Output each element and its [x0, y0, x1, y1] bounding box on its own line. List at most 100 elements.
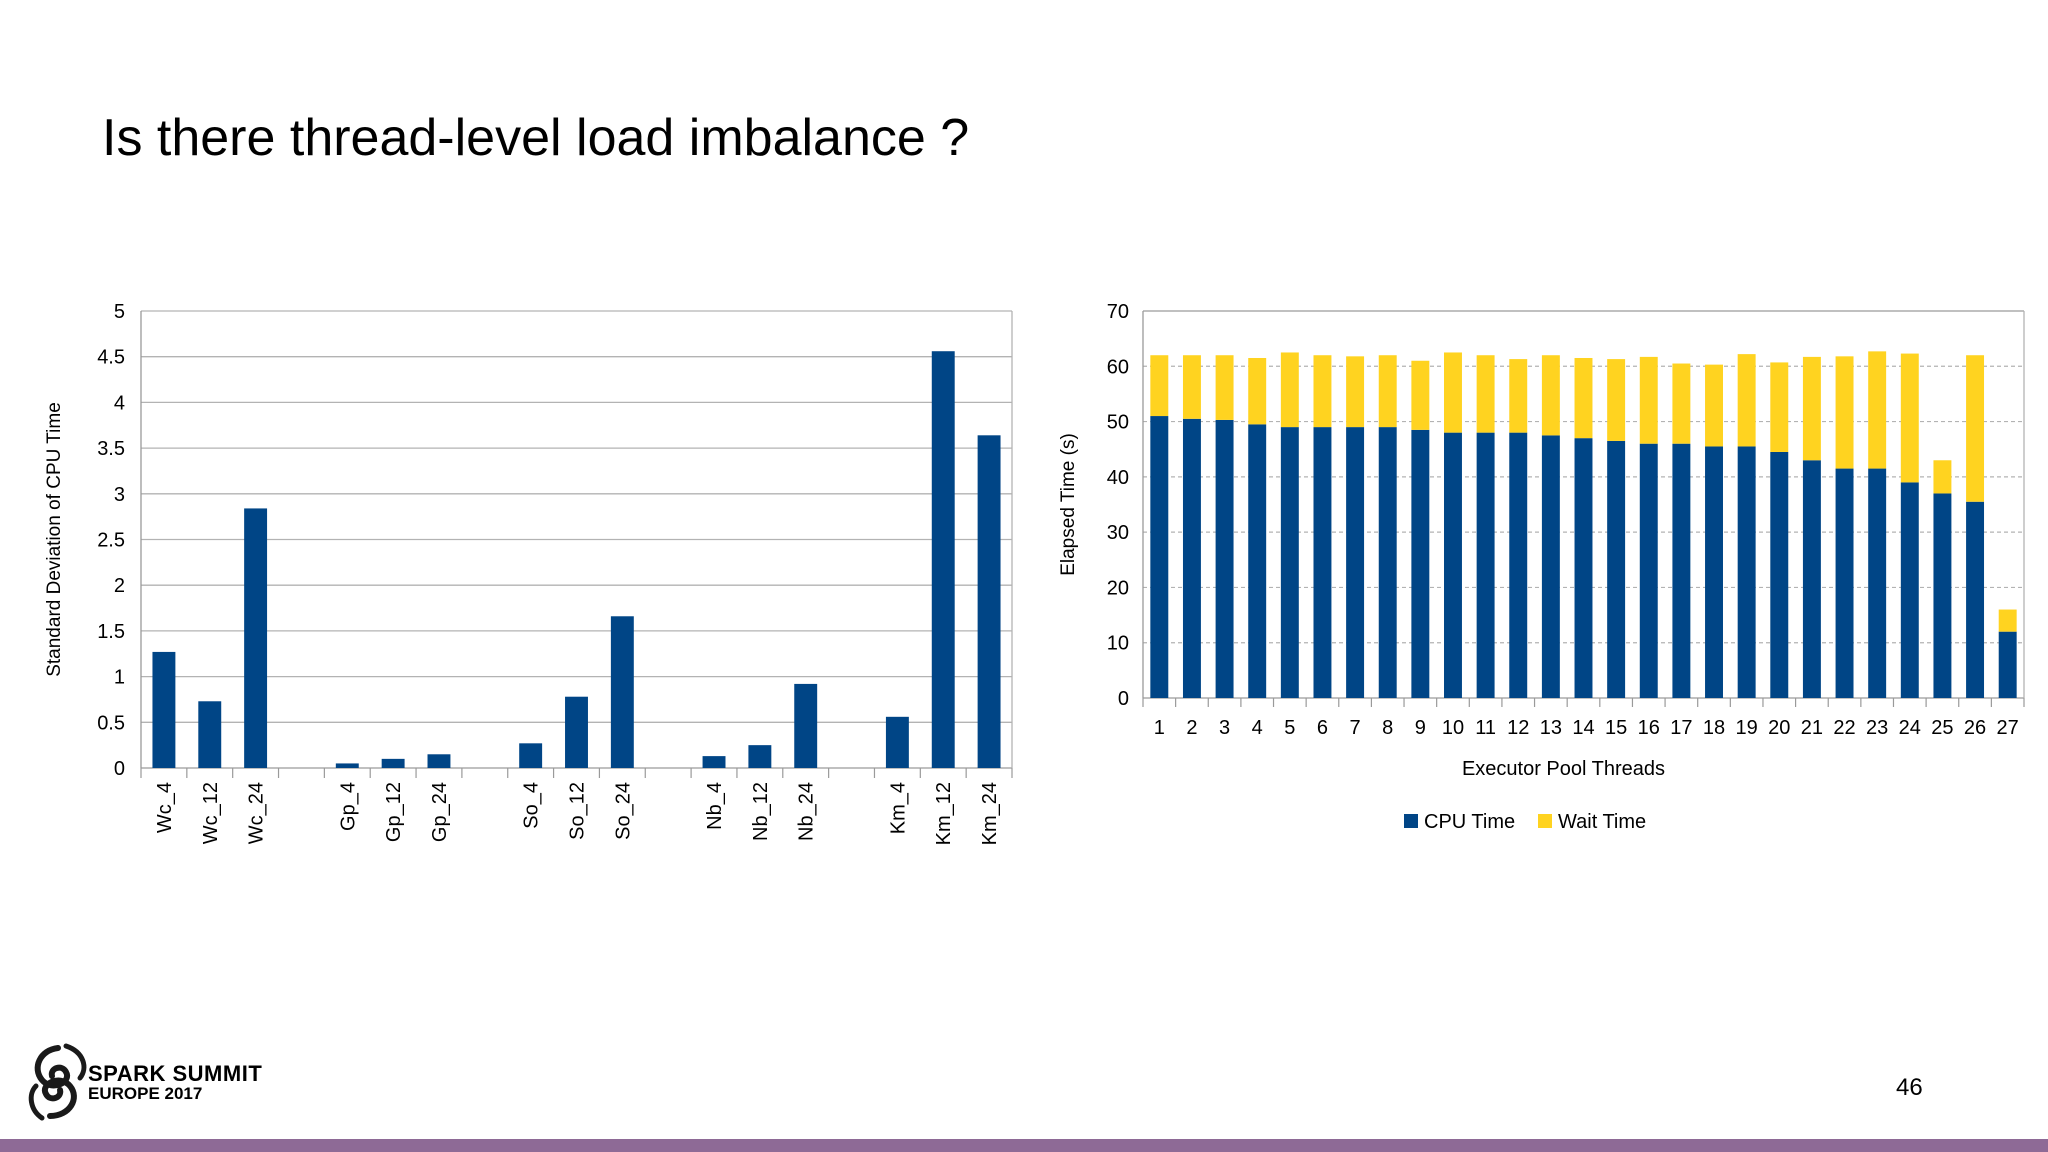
x-tick-label: Nb_12 — [750, 782, 772, 841]
bar-wait-time-15 — [1607, 359, 1626, 441]
page-number: 46 — [1896, 1074, 1923, 1101]
bar-wait-time-23 — [1868, 351, 1887, 469]
bar-wait-time-5 — [1280, 352, 1299, 428]
bar-cpu-time-17 — [1672, 443, 1691, 698]
bar-wait-time-14 — [1574, 357, 1593, 439]
bar-wait-time-26 — [1966, 355, 1985, 502]
x-tick-label: 21 — [1801, 717, 1823, 739]
x-tick-label: Gp_24 — [429, 782, 451, 842]
x-tick-label: 11 — [1475, 717, 1496, 739]
bar-gp-24 — [427, 754, 451, 768]
x-tick-label: 9 — [1415, 717, 1426, 739]
bar-wait-time-2 — [1182, 355, 1201, 419]
bar-cpu-time-16 — [1639, 443, 1658, 698]
x-axis-label: Executor Pool Threads — [1462, 758, 1665, 780]
x-tick-label: 6 — [1317, 717, 1328, 739]
bar-wait-time-22 — [1835, 356, 1854, 469]
bar-cpu-time-19 — [1737, 446, 1756, 698]
x-tick-label: 26 — [1964, 717, 1986, 739]
bar-cpu-time-2 — [1182, 418, 1201, 698]
y-tick-label: 2 — [114, 575, 125, 597]
bar-cpu-time-11 — [1476, 432, 1495, 698]
bar-km-12 — [931, 351, 955, 768]
bar-so-24 — [610, 616, 634, 768]
x-tick-label: 24 — [1899, 717, 1921, 739]
bar-wc-4 — [152, 651, 176, 768]
bar-cpu-time-20 — [1770, 451, 1789, 698]
x-tick-label: Km_24 — [979, 782, 1001, 845]
bar-nb-24 — [794, 683, 818, 768]
bar-wait-time-3 — [1215, 355, 1234, 420]
y-axis-label: Standard Deviation of CPU Time — [44, 402, 65, 677]
x-tick-label: Km_4 — [887, 782, 909, 834]
bar-wait-time-17 — [1672, 363, 1691, 444]
bar-wait-time-27 — [1998, 609, 2017, 632]
x-tick-label: 1 — [1154, 717, 1165, 739]
x-tick-label: 10 — [1442, 717, 1464, 739]
x-tick-label: 2 — [1186, 717, 1197, 739]
bar-cpu-time-1 — [1150, 416, 1169, 698]
x-tick-label: 25 — [1931, 717, 1953, 739]
y-tick-label: 1.5 — [97, 621, 125, 643]
x-tick-label: 7 — [1350, 717, 1361, 739]
legend-swatch-cpu-time — [1404, 814, 1418, 828]
x-tick-label: 18 — [1703, 717, 1725, 739]
x-tick-label: 13 — [1540, 717, 1562, 739]
x-tick-label: Gp_4 — [337, 782, 359, 831]
bar-km-24 — [977, 435, 1001, 768]
bar-cpu-time-18 — [1705, 446, 1723, 698]
bar-cpu-time-10 — [1444, 432, 1462, 698]
x-tick-label: 4 — [1252, 717, 1263, 739]
y-tick-label: 0.5 — [97, 712, 125, 734]
bar-wait-time-7 — [1346, 356, 1365, 428]
bar-nb-4 — [702, 756, 726, 768]
x-tick-label: Wc_12 — [200, 782, 222, 844]
x-tick-label: 15 — [1605, 717, 1627, 739]
y-tick-label: 4 — [114, 392, 125, 414]
x-tick-label: 17 — [1670, 717, 1692, 739]
bar-wait-time-18 — [1705, 364, 1723, 447]
x-tick-label: 22 — [1833, 717, 1855, 739]
bar-wait-time-11 — [1476, 355, 1495, 433]
y-tick-label: 60 — [1107, 356, 1129, 378]
x-tick-label: 5 — [1284, 717, 1295, 739]
bar-gp-4 — [335, 763, 359, 768]
y-tick-label: 4.5 — [97, 347, 125, 369]
legend-swatch-wait-time — [1538, 814, 1552, 828]
y-tick-label: 10 — [1107, 633, 1129, 655]
bar-cpu-time-15 — [1607, 440, 1626, 698]
bar-cpu-time-8 — [1378, 427, 1397, 698]
x-tick-label: 3 — [1219, 717, 1230, 739]
bar-wait-time-25 — [1933, 460, 1952, 494]
y-tick-label: 5 — [114, 301, 125, 323]
x-tick-label: 8 — [1382, 717, 1393, 739]
y-tick-label: 30 — [1107, 522, 1129, 544]
x-tick-label: 19 — [1736, 717, 1758, 739]
bar-cpu-time-24 — [1900, 482, 1919, 698]
y-tick-label: 1 — [114, 667, 125, 689]
bar-wc-24 — [244, 508, 268, 768]
x-tick-label: 12 — [1507, 717, 1529, 739]
bar-gp-12 — [381, 758, 405, 768]
y-tick-label: 2.5 — [97, 530, 125, 552]
bar-cpu-time-6 — [1313, 427, 1332, 698]
logo-line1: SPARK SUMMIT — [88, 1061, 263, 1086]
bar-wait-time-24 — [1900, 353, 1919, 483]
y-tick-label: 0 — [1118, 688, 1129, 710]
bar-cpu-time-21 — [1802, 460, 1821, 698]
bar-km-4 — [885, 716, 909, 768]
x-tick-label: Gp_12 — [383, 782, 405, 842]
bar-cpu-time-12 — [1509, 432, 1528, 698]
bar-wait-time-8 — [1378, 355, 1397, 428]
bar-wait-time-1 — [1150, 355, 1169, 417]
bar-so-4 — [519, 743, 543, 768]
bar-cpu-time-7 — [1346, 427, 1365, 698]
bar-cpu-time-25 — [1933, 493, 1952, 698]
x-tick-label: Nb_24 — [796, 782, 818, 841]
bar-cpu-time-3 — [1215, 419, 1234, 698]
y-tick-label: 40 — [1107, 467, 1129, 489]
bar-cpu-time-22 — [1835, 468, 1854, 698]
bar-cpu-time-27 — [1998, 631, 2017, 698]
bar-cpu-time-9 — [1411, 429, 1430, 698]
